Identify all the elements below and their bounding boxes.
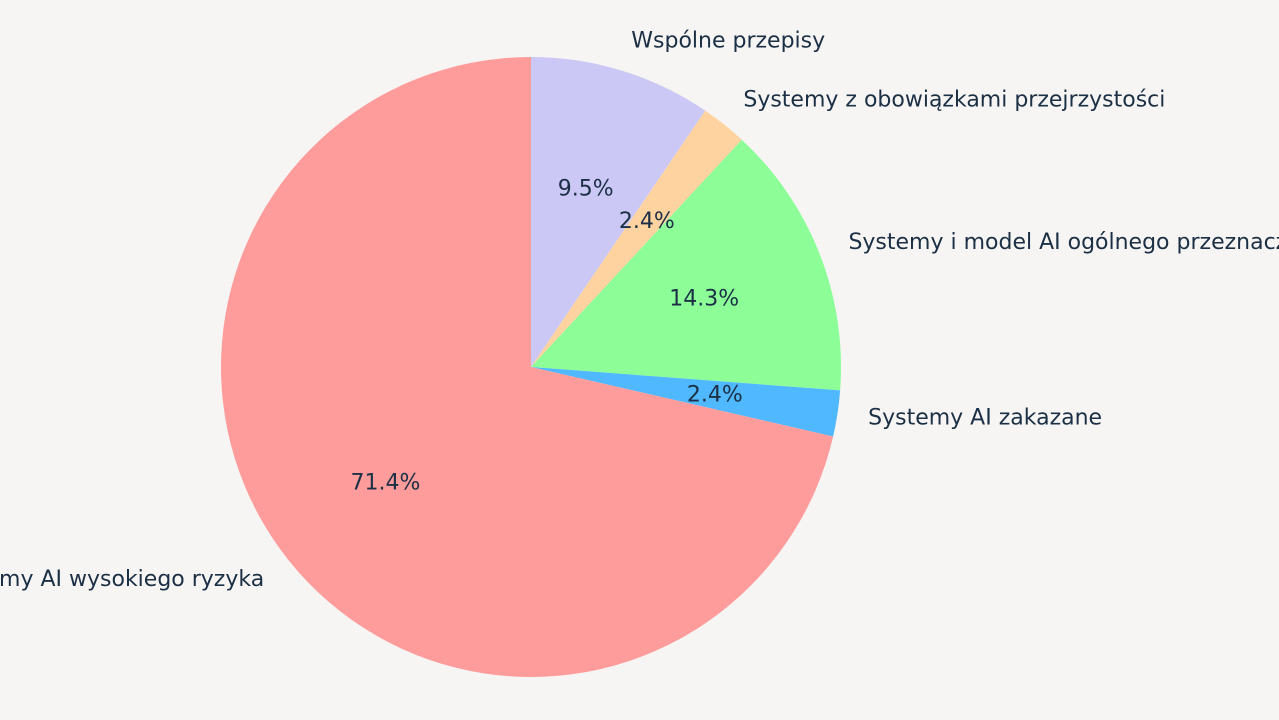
pie-slice (531, 110, 742, 368)
slice-category-label: Systemy z obowiązkami przejrzystości (743, 88, 1165, 113)
percentage-labels: 9.5%2.4%14.3%2.4%71.4% (351, 177, 743, 496)
slice-percentage-label: 71.4% (351, 470, 421, 495)
pie-slice (531, 367, 841, 437)
pie-slice (531, 57, 706, 367)
category-labels: Wspólne przepisy Systemy z obowiązkami pr… (0, 29, 1279, 592)
slice-category-label: Systemy i model AI ogólnego przeznaczeni… (848, 230, 1279, 255)
slice-percentage-label: 14.3% (669, 287, 739, 312)
pie-slice (221, 56, 834, 677)
pie-slice (531, 139, 841, 391)
slice-category-label: Systemy AI wysokiego ryzyka (0, 567, 264, 592)
pie-slices (221, 56, 841, 677)
slice-category-label: Systemy AI zakazane (868, 406, 1102, 431)
slice-category-label: Wspólne przepisy (631, 29, 825, 54)
slice-percentage-label: 2.4% (619, 209, 675, 234)
slice-percentage-label: 2.4% (687, 382, 743, 407)
slice-percentage-label: 9.5% (558, 177, 614, 202)
